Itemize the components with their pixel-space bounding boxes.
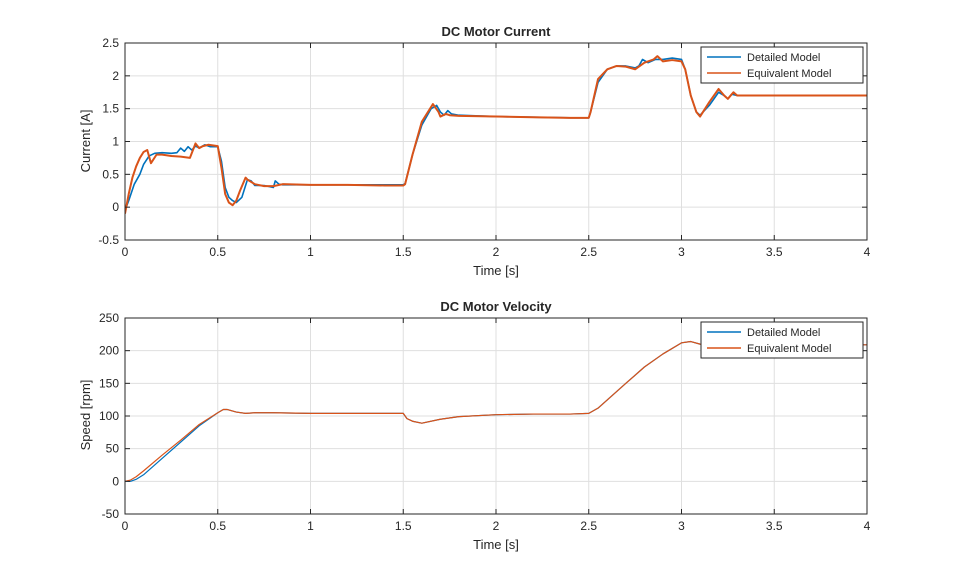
velocity-plot-legend-box: [700, 321, 864, 359]
velocity-plot-xtick-label: 3.5: [766, 519, 783, 533]
current-plot-xtick-label: 1: [307, 245, 314, 259]
current-plot-title: DC Motor Current: [441, 24, 551, 39]
velocity-plot-series: [125, 340, 867, 482]
current-plot-ytick-label: 2.5: [102, 36, 119, 50]
current-plot-legend-label: Equivalent Model: [747, 68, 831, 80]
current-plot-ytick-label: 0: [112, 200, 119, 214]
velocity-plot-ytick-label: 150: [99, 376, 119, 390]
velocity-plot-ytick-label: 0: [112, 474, 119, 488]
velocity-plot-legend-label: Equivalent Model: [747, 343, 831, 355]
velocity-plot-xlabel: Time [s]: [473, 537, 519, 552]
velocity-plot-xtick-label: 2.5: [580, 519, 597, 533]
velocity-plot-ytick-label: -50: [102, 507, 120, 521]
current-plot-series-equivalent-model-line: [125, 55, 867, 214]
current-plot-xtick-label: 2: [493, 245, 500, 259]
velocity-plot-xtick-label: 4: [864, 519, 871, 533]
current-plot-series: [125, 55, 867, 214]
current-plot-ylabel: Current [A]: [78, 110, 93, 173]
current-plot-legend: Detailed Model Equivalent Model: [700, 46, 864, 84]
velocity-plot-ytick-label: 50: [106, 442, 120, 456]
velocity-plot-legend: Detailed Model Equivalent Model: [700, 321, 864, 359]
velocity-plot-ytick-label: 250: [99, 311, 119, 325]
current-plot-ytick-label: 0.5: [102, 167, 119, 181]
current-plot-xtick-label: 2.5: [580, 245, 597, 259]
velocity-plot-xtick-label: 0: [122, 519, 129, 533]
current-plot-xtick-label: 1.5: [395, 245, 412, 259]
velocity-plot-series-equivalent-model-line: [125, 340, 867, 482]
current-plot-legend-label: Detailed Model: [747, 52, 820, 64]
velocity-plot: DC Motor Velocity Time [s] Speed [rpm] 0…: [78, 299, 871, 552]
current-plot-xtick-label: 3.5: [766, 245, 783, 259]
velocity-plot-ylabel: Speed [rpm]: [78, 380, 93, 451]
current-plot-xtick-label: 4: [864, 245, 871, 259]
velocity-plot-xtick-label: 0.5: [209, 519, 226, 533]
velocity-plot-title: DC Motor Velocity: [440, 299, 552, 314]
velocity-plot-xtick-label: 3: [678, 519, 685, 533]
current-plot-ytick-label: 2: [112, 69, 119, 83]
current-plot-ticks: 0 0.5 1 1.5 2 2.5 3 3.5 4-0.500.511.522.5: [98, 36, 870, 259]
current-plot-xtick-label: 0: [122, 245, 129, 259]
velocity-plot-xtick-label: 2: [493, 519, 500, 533]
current-plot: DC Motor Current Time [s] Current [A] 0 0…: [78, 24, 871, 278]
velocity-plot-ytick-label: 200: [99, 344, 119, 358]
current-plot-ytick-label: 1: [112, 135, 119, 149]
velocity-plot-xtick-label: 1.5: [395, 519, 412, 533]
velocity-plot-xtick-label: 1: [307, 519, 314, 533]
current-plot-xtick-label: 3: [678, 245, 685, 259]
velocity-plot-ytick-label: 100: [99, 409, 119, 423]
current-plot-ytick-label: -0.5: [98, 233, 119, 247]
current-plot-xlabel: Time [s]: [473, 263, 519, 278]
current-plot-xtick-label: 0.5: [209, 245, 226, 259]
current-plot-ytick-label: 1.5: [102, 102, 119, 116]
velocity-plot-legend-label: Detailed Model: [747, 327, 820, 339]
current-plot-legend-box: [700, 46, 864, 84]
